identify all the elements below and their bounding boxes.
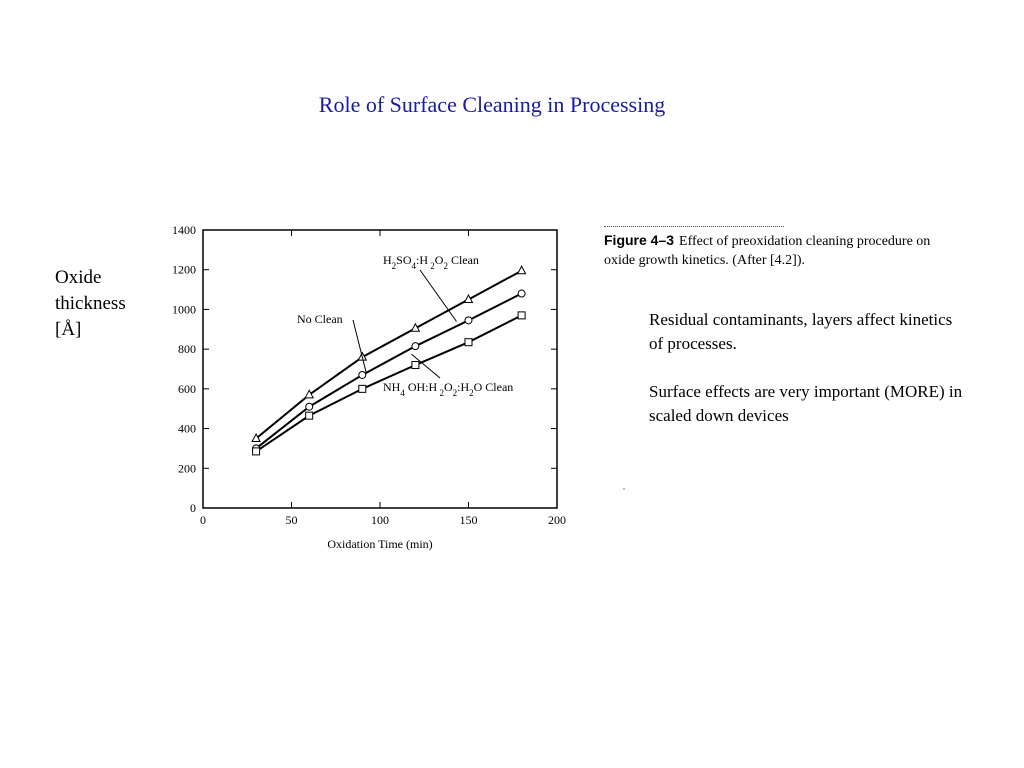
data-point-square	[517, 311, 526, 320]
data-point-square	[358, 384, 367, 393]
series-line-square	[255, 314, 523, 453]
series-label-h2so4: H2SO4:H 2O2 Clean	[383, 253, 479, 271]
leader-line-nh4oh	[411, 353, 441, 379]
figure-caption-text: Effect of preoxidation cleaning procedur…	[604, 234, 931, 268]
y-tick-label: 1200	[172, 263, 196, 277]
y-tick-label: 600	[178, 382, 196, 396]
series-label-nh4oh: NH4 OH:H 2O2:H2O Clean	[383, 380, 513, 398]
x-tick-label: 150	[460, 513, 478, 527]
data-point-triangle	[516, 265, 527, 275]
series-label-no-clean: No Clean	[297, 312, 343, 326]
slide-title: Role of Surface Cleaning in Processing	[318, 92, 666, 117]
x-tick-label: 100	[371, 513, 389, 527]
x-axis-label: Oxidation Time (min)	[327, 537, 432, 551]
x-tick-label: 50	[286, 513, 298, 527]
figure-caption: Figure 4–3 Effect of preoxidation cleanin…	[604, 226, 944, 270]
data-point-square	[411, 361, 420, 370]
figure-number: Figure 4–3	[604, 232, 675, 248]
x-tick-label: 0	[200, 513, 206, 527]
series-line-triangle	[255, 269, 523, 440]
data-point-circle	[517, 289, 526, 298]
notes: Residual contaminants, layers affect kin…	[649, 308, 969, 428]
note-contaminants: Residual contaminants, layers affect kin…	[649, 310, 953, 353]
plot-frame	[202, 229, 558, 509]
y-tick-label: 1000	[172, 302, 196, 316]
y-tick-label: 0	[190, 501, 196, 515]
leader-line-h2so4	[419, 269, 457, 322]
data-point-circle	[358, 370, 367, 379]
stray-mark	[623, 488, 625, 490]
y-label-line-2: thickness	[55, 293, 126, 314]
data-point-circle	[411, 342, 420, 351]
y-axis-side-label: Oxide thickness [Å]	[55, 265, 150, 343]
series-line-circle	[255, 292, 523, 450]
caption-rule	[604, 226, 784, 227]
leader-line-no-clean	[352, 319, 367, 374]
data-point-circle	[464, 316, 473, 325]
data-point-triangle	[463, 293, 474, 303]
y-tick-label: 1400	[172, 223, 196, 237]
note-surface-effects: Surface effects are very important (MORE…	[649, 382, 963, 425]
y-tick-label: 400	[178, 422, 196, 436]
y-tick-label: 800	[178, 342, 196, 356]
y-label-line-1: Oxide	[55, 267, 102, 288]
oxide-growth-chart: 0 50 100 150 200 0 200 400 600 800 1000 1200 1400 Oxi…	[172, 223, 566, 551]
data-point-square	[252, 447, 261, 456]
data-point-square	[464, 338, 473, 347]
x-tick-label: 200	[548, 513, 566, 527]
data-point-triangle	[410, 322, 421, 332]
data-point-circle	[305, 402, 314, 411]
data-point-triangle	[251, 432, 261, 442]
data-point-triangle	[304, 389, 315, 399]
data-point-square	[305, 411, 314, 420]
y-label-line-3: [Å]	[55, 319, 82, 340]
y-tick-label: 200	[178, 461, 196, 475]
